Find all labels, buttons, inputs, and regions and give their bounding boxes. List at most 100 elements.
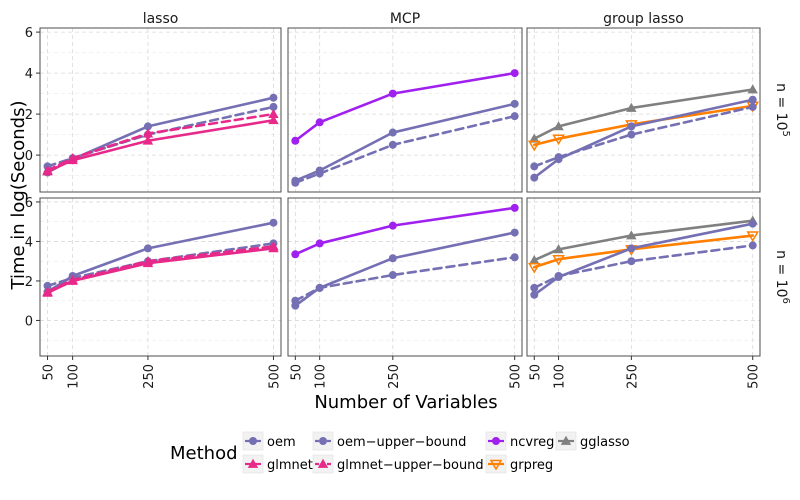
data-point-oem_ub [530, 283, 539, 292]
data-point-oem_ub [291, 178, 300, 187]
panel-border [39, 27, 282, 193]
data-point-ncvreg [315, 239, 324, 248]
data-point-oem_ub [510, 253, 519, 262]
series-line-gglasso [532, 219, 755, 262]
series-line-oem [294, 231, 516, 307]
x-tick-label: 500 [509, 364, 524, 389]
y-tick-label: 4 [25, 235, 33, 250]
panel-border [39, 197, 282, 357]
y-tick-label: 2 [25, 275, 33, 290]
data-point-ncvreg [388, 221, 397, 230]
series-line-oem [294, 102, 516, 183]
data-point-glmnet_ub [142, 128, 154, 138]
legend-label: oem [267, 435, 296, 450]
y-tick-label: 6 [25, 196, 33, 211]
data-point-ncvreg [315, 118, 324, 127]
row-strip-label: n = 105 [773, 83, 791, 137]
panel-r0-c0 [39, 27, 282, 193]
column-strip: lasso [143, 11, 179, 27]
series-line-oem [46, 221, 275, 294]
legend-key-marker [247, 458, 259, 468]
data-point-oem [530, 173, 539, 182]
x-tick-label: 250 [142, 364, 157, 389]
panel-border [287, 27, 523, 193]
panel-border [287, 197, 523, 357]
legend-key-marker [489, 459, 503, 471]
legend: Method oem oem−upper−bound ncvreg gglasso gl… [170, 431, 630, 474]
series-line-oem_ub [532, 244, 755, 290]
data-point-oem_ub [530, 162, 539, 171]
data-point-oem [627, 244, 636, 253]
x-tick-label: 100 [314, 364, 329, 389]
data-point-oem_ub [291, 296, 300, 305]
data-point-oem_ub [748, 241, 757, 250]
data-point-oem_ub [315, 283, 324, 292]
data-point-oem [269, 93, 278, 102]
data-point-ncvreg [510, 69, 519, 78]
data-point-gglasso [529, 133, 540, 143]
series-line-grpreg [532, 104, 755, 147]
data-point-oem_ub [627, 130, 636, 139]
x-tick-label: 100 [67, 364, 82, 389]
row-strip-exponent: 5 [780, 130, 791, 136]
data-point-oem_ub [43, 281, 52, 290]
y-tick-label: 2 [25, 108, 33, 123]
y-tick-label: 0 [25, 149, 33, 164]
data-point-grpreg [527, 140, 541, 152]
series-line-oem [532, 98, 755, 179]
panel-series-r1-c0 [42, 218, 279, 297]
data-point-glmnet [142, 135, 154, 145]
data-point-glmnet [268, 115, 279, 125]
data-point-glmnet_ub [142, 256, 154, 266]
y-tick-label: 6 [25, 26, 33, 41]
data-point-oem_ub [627, 257, 636, 266]
data-point-oem [530, 290, 539, 299]
x-tick-label: 500 [747, 364, 762, 389]
panel-border [526, 27, 761, 193]
panel-r0-c2 [526, 27, 761, 193]
series-line-oem_ub [532, 105, 755, 168]
panel-series-r0-c1 [291, 69, 519, 187]
series-line-oem_ub [294, 114, 516, 185]
x-tick-label: 100 [553, 364, 568, 389]
data-point-oem_ub [510, 112, 519, 121]
y-tick-label: 4 [25, 67, 33, 82]
row-strip-prefix: n = 10 [773, 250, 789, 297]
y-axis-title: Time in log(Seconds) [8, 100, 29, 290]
data-point-oem_ub [269, 102, 278, 111]
panel-border [526, 197, 761, 357]
legend-key-marker [492, 437, 500, 445]
data-point-ncvreg [291, 136, 300, 145]
data-point-oem [748, 95, 757, 104]
legend-label: glmnet [267, 458, 313, 473]
panels-layer [39, 27, 761, 357]
data-point-grpreg [527, 262, 541, 274]
legend-item-glmnet_ub: glmnet−upper−bound [312, 454, 484, 474]
row-strip: n = 106 [773, 250, 791, 304]
x-tick-label: 50 [289, 364, 304, 381]
legend-key-marker [560, 435, 572, 445]
row-strip-prefix: n = 10 [773, 83, 789, 130]
series-line-oem_ub [294, 255, 516, 303]
panel-r0-c1 [287, 27, 523, 193]
data-point-gglasso [747, 84, 758, 94]
legend-label: oem−upper−bound [337, 435, 466, 450]
series-line-ncvreg [294, 206, 516, 256]
legend-label: grpreg [510, 458, 553, 473]
panel-series-r1-c1 [291, 203, 519, 310]
data-point-gglasso [553, 244, 564, 254]
data-point-ncvreg [510, 203, 519, 212]
legend-item-grpreg: grpreg [485, 454, 553, 474]
data-point-gglasso [553, 121, 564, 131]
legend-key-marker [249, 437, 257, 445]
data-point-oem [388, 128, 397, 137]
axes-layer: 0 2 4 6 0 2 4 6 50 100 250 500 50 100 250 500 50 100 250 50… [25, 26, 762, 389]
panel-r1-c1 [287, 197, 523, 357]
data-point-oem [627, 122, 636, 131]
series-line-glmnet [46, 118, 275, 173]
data-point-gglasso [529, 255, 540, 265]
x-tick-label: 50 [528, 364, 543, 381]
column-strip-label: MCP [390, 11, 420, 27]
series-line-ncvreg [294, 71, 516, 143]
